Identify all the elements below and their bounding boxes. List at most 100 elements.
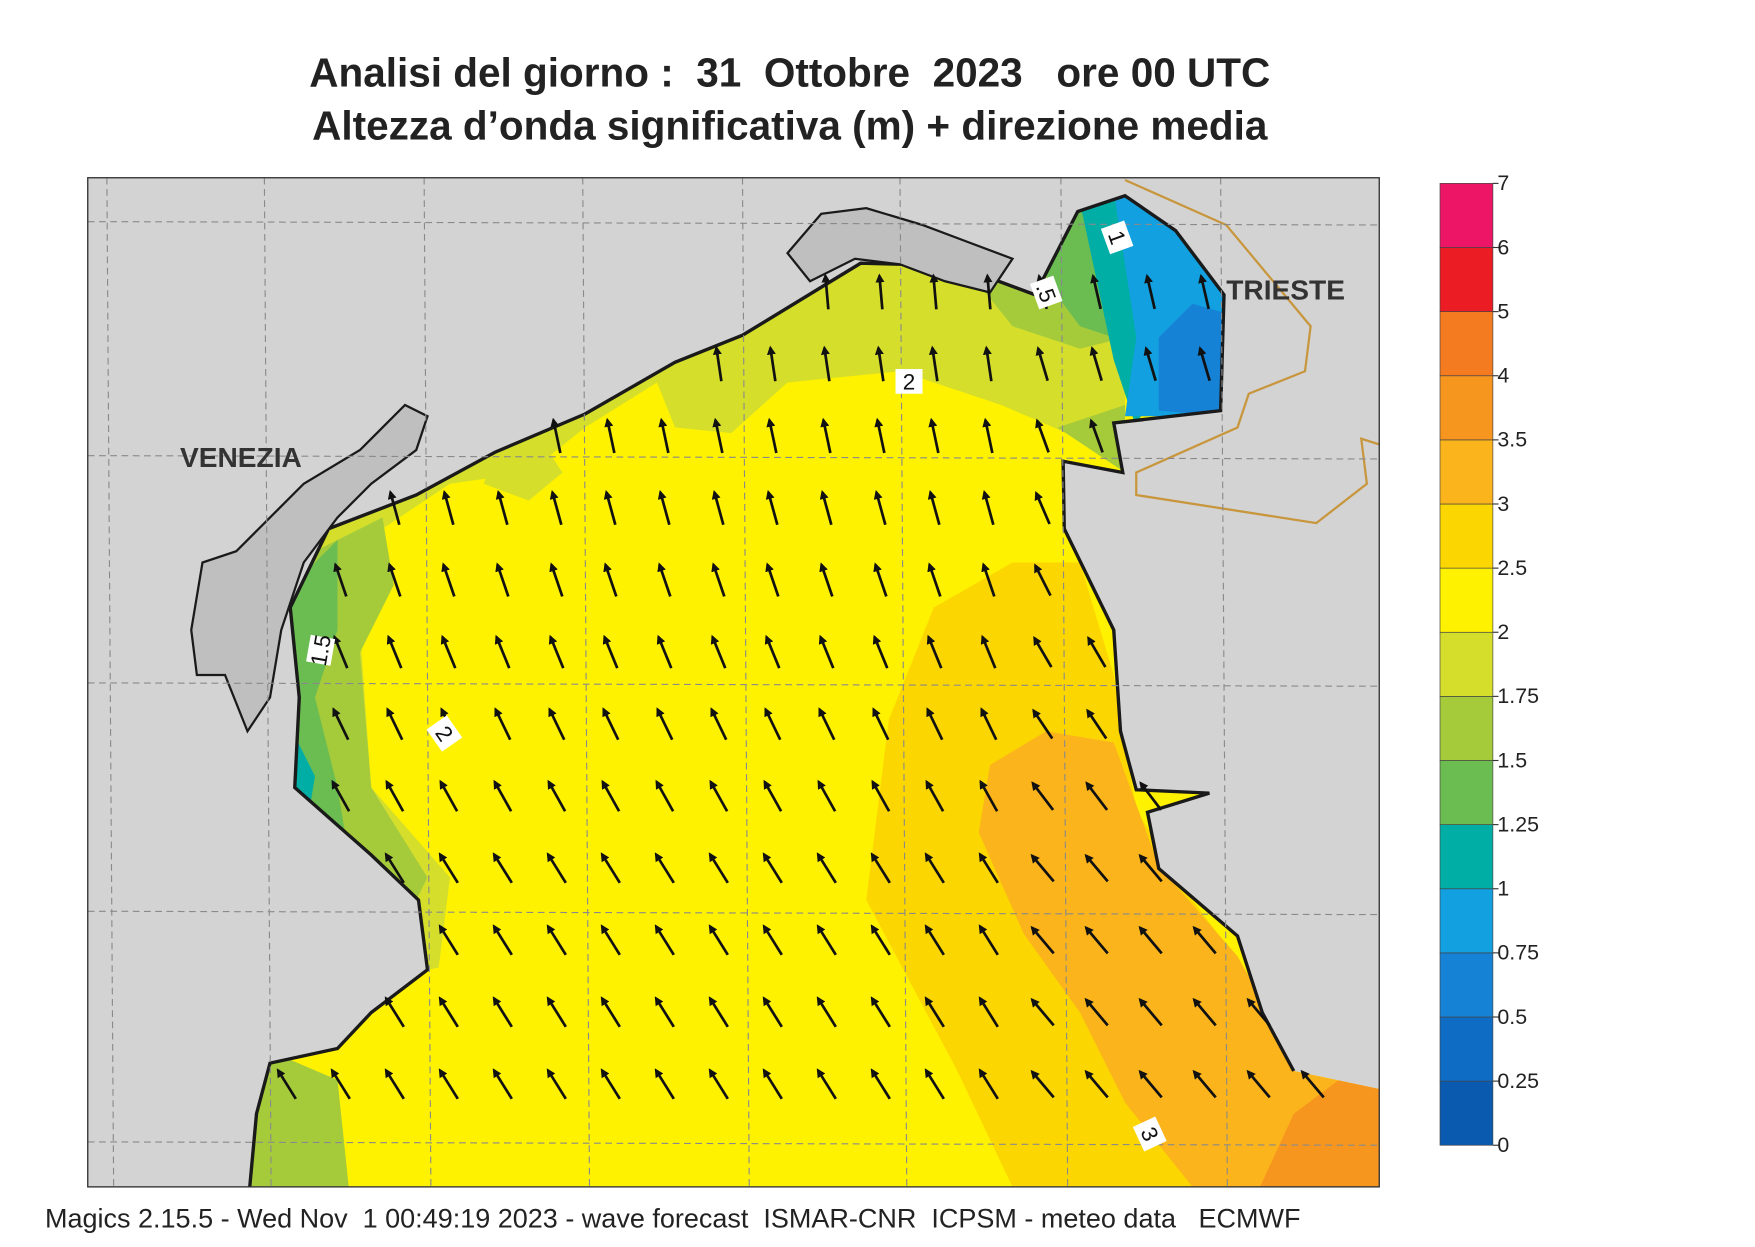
colorbar-segment: [1439, 888, 1494, 954]
direction-arrow: [548, 707, 566, 741]
direction-arrow: [981, 490, 995, 526]
colorbar-tick-label: 1.25: [1497, 812, 1539, 836]
direction-arrow: [331, 779, 351, 812]
direction-arrow: [873, 562, 888, 597]
direction-arrow: [766, 345, 777, 382]
direction-arrow: [708, 1068, 729, 1100]
direction-arrow: [438, 1068, 459, 1100]
direction-arrow: [654, 1068, 675, 1100]
direction-arrow: [819, 562, 834, 597]
direction-arrow: [708, 852, 729, 884]
direction-arrow: [817, 779, 837, 812]
direction-arrow: [872, 707, 890, 741]
direction-arrow: [602, 707, 620, 741]
direction-arrow: [764, 707, 782, 741]
direction-arrow: [870, 1068, 891, 1100]
direction-arrow: [654, 852, 675, 884]
direction-arrow: [547, 779, 567, 812]
direction-arrow: [600, 924, 621, 956]
direction-arrow: [439, 779, 459, 812]
direction-arrow: [658, 417, 670, 454]
direction-arrow: [495, 562, 510, 597]
direction-arrow: [550, 417, 562, 454]
direction-arrow: [1035, 418, 1050, 453]
direction-arrow: [332, 634, 349, 669]
direction-arrow: [384, 996, 405, 1028]
direction-arrow: [870, 924, 891, 956]
direction-arrow: [927, 562, 942, 597]
colorbar-tick-label: 0.75: [1497, 941, 1539, 965]
direction-arrow: [1030, 1069, 1055, 1099]
colorbar-segment: [1439, 247, 1494, 312]
direction-arrow: [926, 634, 943, 669]
colorbar-tick-label: 3.5: [1497, 428, 1527, 452]
direction-arrow: [438, 996, 459, 1028]
colorbar-tick-label: 0: [1497, 1133, 1509, 1157]
direction-arrow: [982, 417, 994, 454]
direction-arrow: [1138, 997, 1163, 1027]
direction-arrow: [384, 1068, 405, 1100]
direction-arrow: [821, 273, 831, 310]
direction-arrow: [1192, 925, 1217, 955]
direction-arrow: [387, 562, 402, 597]
direction-arrow: [980, 634, 997, 669]
direction-arrow: [762, 1068, 783, 1100]
direction-arrow: [1030, 997, 1055, 1027]
direction-arrow: [818, 634, 835, 669]
colorbar: 0 0.25 0.5 0.75 1 1.25 1.5 1.75 2 2.5 3 3.5 4 5 6 7: [1439, 171, 1539, 1157]
direction-arrow: [818, 707, 836, 741]
direction-arrow: [438, 924, 459, 956]
direction-arrow: [1084, 997, 1109, 1027]
colorbar-segment: [1439, 567, 1494, 633]
direction-arrow: [604, 417, 616, 454]
direction-arrow: [816, 996, 837, 1028]
direction-arrow: [655, 779, 675, 812]
direction-arrow: [1138, 925, 1163, 955]
direction-arrow: [1198, 273, 1210, 310]
direction-arrow: [765, 490, 779, 526]
direction-arrow: [656, 707, 674, 741]
direction-arrow: [870, 996, 891, 1028]
colorbar-segment: [1439, 952, 1494, 1018]
footer: Magics 2.15.5 - Wed Nov 1 00:49:19 2023 …: [45, 1203, 1300, 1233]
direction-arrow: [924, 852, 945, 884]
direction-arrow: [924, 1068, 945, 1100]
parallel: [87, 682, 1380, 687]
direction-arrow: [1084, 1069, 1109, 1099]
direction-arrow: [929, 273, 939, 310]
direction-arrow: [386, 707, 404, 741]
direction-arrow: [870, 852, 891, 884]
colorbar-tick-label: 0.25: [1497, 1069, 1539, 1093]
direction-arrow: [1084, 925, 1109, 955]
colorbar-segment: [1439, 311, 1494, 377]
parallel: [87, 455, 1380, 460]
direction-arrow: [1246, 997, 1271, 1027]
contour-label: .5: [1030, 275, 1063, 310]
direction-arrow: [874, 345, 885, 382]
direction-arrow: [1084, 853, 1109, 883]
contour-label-bg: [306, 634, 336, 666]
direction-arrow: [654, 996, 675, 1028]
direction-arrow: [925, 779, 945, 812]
direction-arrow: [1192, 997, 1217, 1027]
band-05: [1158, 303, 1232, 417]
direction-arrow: [492, 996, 513, 1028]
direction-arrow: [1139, 781, 1163, 811]
direction-arrow: [872, 634, 889, 669]
colorbar-segment: [1439, 375, 1494, 441]
contour-labels: 1.521.523: [306, 220, 1167, 1152]
direction-arrow: [1138, 853, 1163, 883]
direction-arrow: [928, 345, 939, 382]
colorbar-segment: [1439, 760, 1494, 825]
direction-arrows: [276, 273, 1325, 1100]
direction-arrow: [819, 490, 833, 526]
direction-arrow: [1031, 781, 1055, 811]
direction-arrow: [762, 996, 783, 1028]
colorbar-tick-label: 2.5: [1497, 556, 1527, 580]
direction-arrow: [1090, 273, 1102, 310]
colorbar-segment: [1439, 631, 1494, 697]
direction-arrow: [708, 996, 729, 1028]
direction-arrow: [1089, 346, 1103, 382]
